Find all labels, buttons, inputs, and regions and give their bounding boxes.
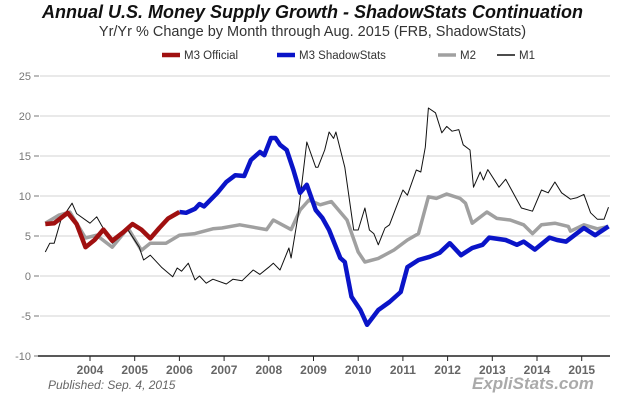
y-tick-label: 5 <box>25 231 31 243</box>
y-tick-label: 25 <box>19 71 31 83</box>
legend-label: M3 ShadowStats <box>299 50 386 62</box>
brand-watermark: ExpliStats.com <box>472 374 594 393</box>
x-tick-label: 2013 <box>479 363 506 377</box>
y-tick-label: 20 <box>19 111 31 123</box>
x-tick-label: 2009 <box>300 363 327 377</box>
x-tick-label: 2007 <box>211 363 238 377</box>
x-tick-label: 2012 <box>434 363 461 377</box>
chart-title: Annual U.S. Money Supply Growth - Shadow… <box>42 2 583 22</box>
series-line-m3-official <box>45 210 181 250</box>
y-tick-label: 15 <box>19 151 31 163</box>
legend-label: M2 <box>460 50 476 62</box>
y-tick-label: 10 <box>19 191 31 203</box>
series-line-m1 <box>44 107 609 285</box>
x-tick-label: 2014 <box>524 363 551 377</box>
x-tick-label: 2010 <box>345 363 372 377</box>
published-date: Published: Sep. 4, 2015 <box>48 378 176 392</box>
x-tick-label: 2004 <box>77 363 104 377</box>
x-tick-label: 2011 <box>390 363 416 377</box>
series-line-m2 <box>44 192 609 264</box>
legend-label: M3 Official <box>184 50 238 62</box>
y-tick-label: -10 <box>15 351 31 363</box>
x-tick-label: 2015 <box>568 363 595 377</box>
series-line-m3-shadowstats <box>179 135 610 328</box>
y-tick-label: -5 <box>21 311 31 323</box>
y-tick-label: 0 <box>25 271 31 283</box>
chart-subtitle: Yr/Yr % Change by Month through Aug. 201… <box>98 24 527 40</box>
legend-label: M1 <box>519 50 535 62</box>
x-tick-label: 2005 <box>121 363 148 377</box>
x-tick-label: 2008 <box>255 363 282 377</box>
x-tick-label: 2006 <box>166 363 193 377</box>
